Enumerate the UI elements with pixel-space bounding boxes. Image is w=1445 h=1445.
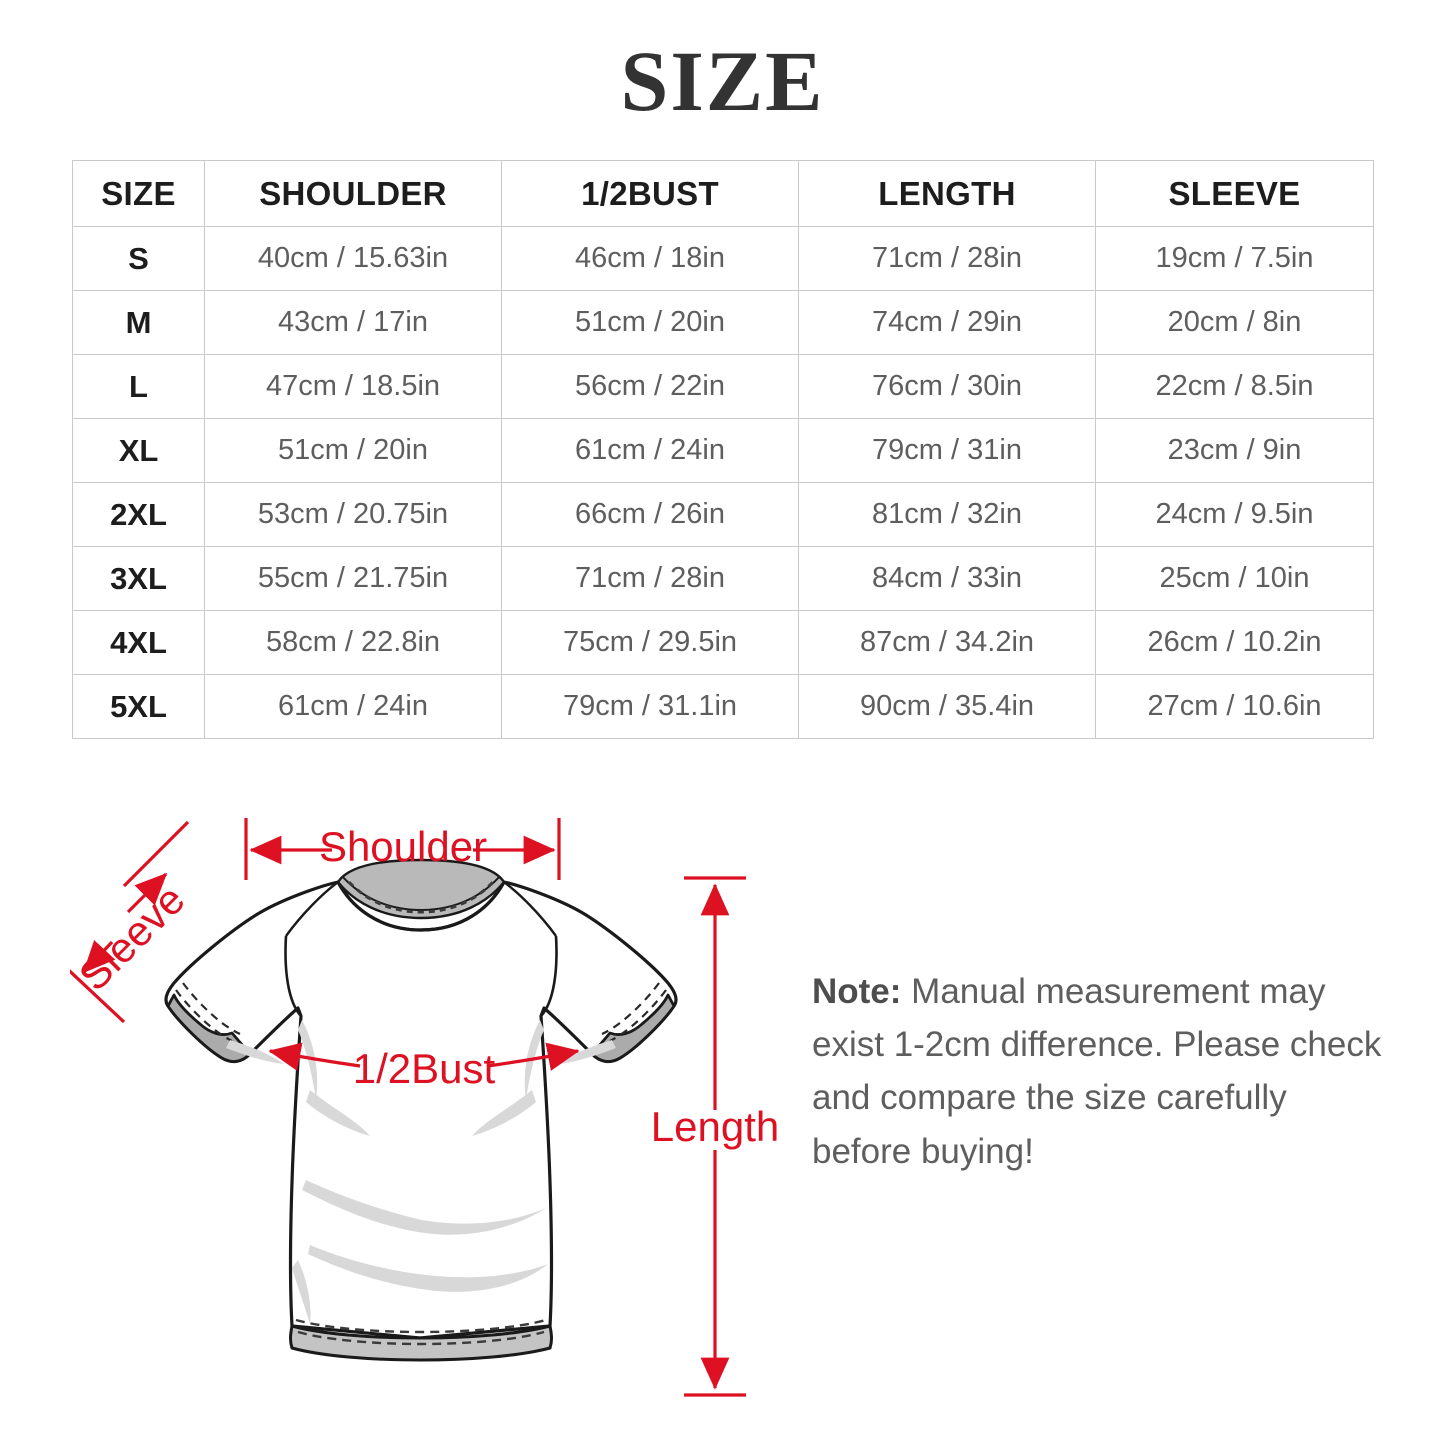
cell-size: XL (72, 418, 205, 483)
tshirt-body-group (164, 858, 678, 1362)
cell-bust: 79cm / 31.1in (501, 674, 799, 739)
table-row: 5XL 61cm / 24in 79cm / 31.1in 90cm / 35.… (72, 674, 1374, 739)
shoulder-seam-left (285, 881, 339, 937)
cell-shoulder: 61cm / 24in (204, 674, 502, 739)
column-header-length: LENGTH (798, 160, 1096, 227)
cell-size: 5XL (72, 674, 205, 739)
note-prefix: Note: (812, 972, 902, 1011)
table-row: L 47cm / 18.5in 56cm / 22in 76cm / 30in … (72, 354, 1374, 419)
column-header-shoulder: SHOULDER (204, 160, 502, 227)
cell-sleeve: 27cm / 10.6in (1095, 674, 1374, 739)
cell-sleeve: 20cm / 8in (1095, 290, 1374, 355)
collar-outer (336, 881, 506, 932)
cell-bust: 66cm / 26in (501, 482, 799, 547)
cell-bust: 75cm / 29.5in (501, 610, 799, 675)
sleeve-cuff-right-stitch-b (601, 982, 660, 1036)
bust-measurement-annotation: 1/2Bust (268, 1042, 580, 1092)
measurement-note: Note: Manual measurement may exist 1-2cm… (812, 965, 1387, 1178)
table-header-row: SIZE SHOULDER 1/2BUST LENGTH SLEEVE (72, 160, 1374, 227)
cell-bust: 71cm / 28in (501, 546, 799, 611)
sleeve-tick-upper (122, 820, 190, 888)
cell-length: 76cm / 30in (798, 354, 1096, 419)
sleeve-cuff-left-stitch-a (175, 989, 233, 1042)
table-row: 4XL 58cm / 22.8in 75cm / 29.5in 87cm / 3… (72, 610, 1374, 675)
sleeve-arrow-down (82, 939, 116, 974)
cell-length: 71cm / 28in (798, 226, 1096, 291)
bust-arrow-right (487, 1042, 580, 1071)
hem-stitch-b (297, 1330, 545, 1346)
cell-length: 84cm / 33in (798, 546, 1096, 611)
cell-length: 87cm / 34.2in (798, 610, 1096, 675)
cell-size: 2XL (72, 482, 205, 547)
cell-shoulder: 58cm / 22.8in (204, 610, 502, 675)
cell-shoulder: 51cm / 20in (204, 418, 502, 483)
cell-bust: 56cm / 22in (501, 354, 799, 419)
cell-shoulder: 43cm / 17in (204, 290, 502, 355)
bust-arrow-left (268, 1042, 361, 1071)
sleeve-cuff-left-stitch-b (182, 982, 241, 1036)
size-chart-table: SIZE SHOULDER 1/2BUST LENGTH SLEEVE S 40… (72, 160, 1374, 739)
cell-size: M (72, 290, 205, 355)
cell-sleeve: 19cm / 7.5in (1095, 226, 1374, 291)
table-row: XL 51cm / 20in 61cm / 24in 79cm / 31in 2… (72, 418, 1374, 483)
column-header-bust: 1/2BUST (501, 160, 799, 227)
cell-length: 81cm / 32in (798, 482, 1096, 547)
tshirt-illustration: Shoulder Sleeve 1/2Bust Length (70, 818, 779, 1397)
cell-shoulder: 55cm / 21.75in (204, 546, 502, 611)
cell-sleeve: 26cm / 10.2in (1095, 610, 1374, 675)
cell-length: 90cm / 35.4in (798, 674, 1096, 739)
collar-stitch (347, 880, 495, 914)
cell-bust: 46cm / 18in (501, 226, 799, 291)
page-title: SIZE (620, 33, 825, 129)
cell-bust: 51cm / 20in (501, 290, 799, 355)
cell-length: 79cm / 31in (798, 418, 1096, 483)
armhole-right (540, 935, 558, 1017)
table-row: S 40cm / 15.63in 46cm / 18in 71cm / 28in… (72, 226, 1374, 291)
cell-size: 4XL (72, 610, 205, 675)
table-row: 3XL 55cm / 21.75in 71cm / 28in 84cm / 33… (72, 546, 1374, 611)
table-row: 2XL 53cm / 20.75in 66cm / 26in 81cm / 32… (72, 482, 1374, 547)
length-label: Length (651, 1103, 779, 1150)
length-measurement-annotation: Length (651, 876, 779, 1397)
tshirt-outline (164, 880, 678, 1340)
cell-shoulder: 40cm / 15.63in (204, 226, 502, 291)
cell-sleeve: 22cm / 8.5in (1095, 354, 1374, 419)
cell-size: 3XL (72, 546, 205, 611)
cell-size: S (72, 226, 205, 291)
cell-bust: 61cm / 24in (501, 418, 799, 483)
cell-sleeve: 24cm / 9.5in (1095, 482, 1374, 547)
sleeve-tick-lower (70, 969, 126, 1024)
cell-shoulder: 53cm / 20.75in (204, 482, 502, 547)
shoulder-label: Shoulder (319, 823, 487, 870)
hem-stitch-a (295, 1318, 547, 1334)
column-header-size: SIZE (72, 160, 205, 227)
bust-label: 1/2Bust (353, 1045, 496, 1092)
fabric-fold-shading (226, 1020, 616, 1324)
cell-size: L (72, 354, 205, 419)
column-header-sleeve: SLEEVE (1095, 160, 1374, 227)
measurement-diagram: Shoulder Sleeve 1/2Bust Length (0, 780, 1445, 1440)
table-row: M 43cm / 17in 51cm / 20in 74cm / 29in 20… (72, 290, 1374, 355)
cell-sleeve: 25cm / 10in (1095, 546, 1374, 611)
sleeve-arrow-up (126, 872, 168, 914)
shoulder-seam-right (503, 881, 557, 937)
cell-shoulder: 47cm / 18.5in (204, 354, 502, 419)
shoulder-measurement-annotation: Shoulder (244, 818, 561, 880)
cell-sleeve: 23cm / 9in (1095, 418, 1374, 483)
armhole-left (284, 935, 302, 1017)
cell-length: 74cm / 29in (798, 290, 1096, 355)
sleeve-cuff-right-stitch-a (609, 989, 667, 1042)
note-text: Manual measurement may exist 1-2cm diffe… (812, 972, 1382, 1171)
